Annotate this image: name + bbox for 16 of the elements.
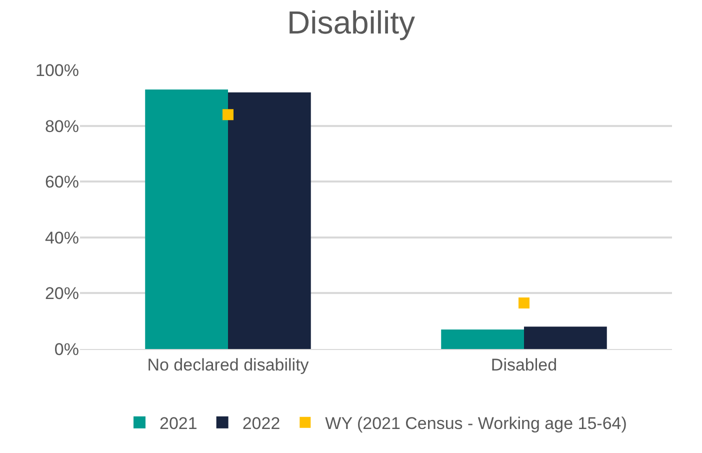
bar bbox=[145, 90, 228, 349]
x-tick-label: Disabled bbox=[490, 355, 558, 374]
y-tick-label: 60% bbox=[44, 172, 79, 192]
x-tick-label: No declared disability bbox=[147, 355, 310, 374]
chart-title: Disability bbox=[286, 4, 416, 41]
bar bbox=[228, 92, 311, 349]
legend-label: 2021 bbox=[160, 414, 198, 433]
y-tick-label: 0% bbox=[54, 340, 79, 359]
y-tick-label: 80% bbox=[44, 116, 79, 136]
legend-label: 2022 bbox=[242, 414, 280, 433]
legend-label: WY (2021 Census - Working age 15-64) bbox=[325, 414, 627, 433]
bar bbox=[441, 329, 524, 349]
bar bbox=[524, 326, 607, 349]
y-tick-label: 40% bbox=[44, 228, 79, 248]
y-tick-label: 20% bbox=[44, 284, 79, 304]
y-tick-label: 100% bbox=[36, 60, 79, 80]
